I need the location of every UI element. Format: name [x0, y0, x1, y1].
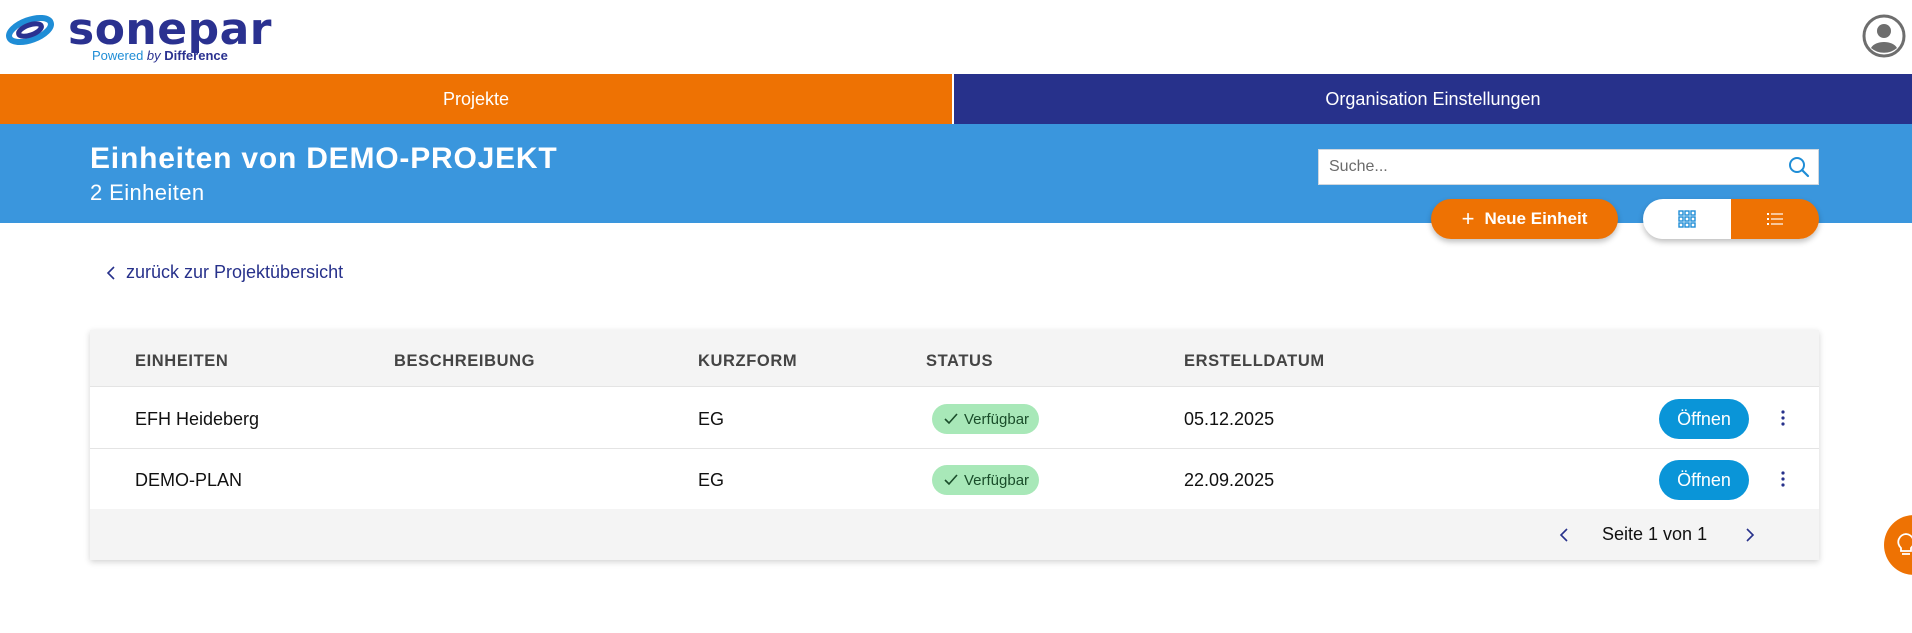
sonepar-logo[interactable]: sonepar Powered by Difference [4, 4, 271, 66]
table-pagination: Seite 1 von 1 [90, 509, 1819, 560]
logo-swirl-icon [6, 14, 54, 46]
check-icon [944, 413, 958, 425]
lightbulb-icon [1897, 533, 1912, 555]
page-header-band: Einheiten von DEMO-PROJEKT 2 Einheiten [0, 124, 1912, 223]
column-header-status[interactable]: STATUS [926, 352, 994, 370]
unit-short: EG [698, 409, 725, 429]
unit-name: EFH Heideberg [135, 409, 260, 429]
back-link-label: zurück zur Projektübersicht [126, 262, 344, 282]
logo-tagline: Powered by Difference [92, 48, 228, 63]
page-title: Einheiten von DEMO-PROJEKT [90, 142, 558, 175]
unit-date: 05.12.2025 [1184, 409, 1275, 429]
user-avatar-icon[interactable] [1862, 14, 1906, 58]
chevron-right-icon[interactable] [1740, 525, 1760, 545]
more-vert-icon[interactable] [1773, 469, 1793, 489]
units-table: EINHEITEN BESCHREIBUNG KURZFORM STATUS E… [90, 330, 1819, 560]
table-row[interactable]: EFH Heideberg EG Verfügbar 05.12.2025 Öf… [90, 388, 1819, 449]
status-label: Verfügbar [964, 410, 1030, 428]
grid-view-button[interactable] [1643, 199, 1731, 239]
main-nav: Projekte Organisation Einstellungen [0, 74, 1912, 124]
back-to-projects-link[interactable]: zurück zur Projektübersicht [106, 262, 343, 283]
new-unit-label: Neue Einheit [1484, 209, 1588, 228]
column-header-erstelldatum[interactable]: ERSTELLDATUM [1184, 352, 1325, 370]
view-mode-toggle [1643, 199, 1819, 239]
list-view-icon [1767, 213, 1783, 225]
more-vert-icon[interactable] [1773, 408, 1793, 428]
status-badge: Verfügbar [932, 465, 1040, 495]
chevron-left-icon [106, 265, 115, 280]
open-button[interactable]: Öffnen [1659, 399, 1749, 439]
open-button[interactable]: Öffnen [1659, 460, 1749, 500]
help-fab[interactable] [1884, 515, 1912, 575]
table-row[interactable]: DEMO-PLAN EG Verfügbar 22.09.2025 Öffnen [90, 449, 1819, 510]
unit-date: 22.09.2025 [1184, 470, 1275, 490]
check-icon [944, 474, 958, 486]
page-indicator: Seite 1 von 1 [1602, 524, 1708, 544]
search-box [1318, 149, 1819, 185]
plus-icon: + [1461, 206, 1475, 231]
logo-wordmark: sonepar [68, 4, 272, 55]
tab-organisation-einstellungen[interactable]: Organisation Einstellungen [954, 74, 1912, 124]
unit-short: EG [698, 470, 725, 490]
column-header-kurzform[interactable]: KURZFORM [698, 352, 798, 370]
status-label: Verfügbar [964, 471, 1030, 489]
status-badge: Verfügbar [932, 404, 1040, 434]
top-header: sonepar Powered by Difference [0, 0, 1912, 74]
list-view-button[interactable] [1731, 199, 1819, 239]
page-subtitle: 2 Einheiten [90, 180, 205, 205]
chevron-left-icon[interactable] [1554, 525, 1574, 545]
column-header-beschreibung[interactable]: BESCHREIBUNG [394, 352, 536, 370]
unit-name: DEMO-PLAN [135, 470, 243, 490]
search-input[interactable] [1319, 150, 1779, 184]
search-icon[interactable] [1788, 156, 1810, 178]
table-header: EINHEITEN BESCHREIBUNG KURZFORM STATUS E… [90, 330, 1819, 387]
new-unit-button[interactable]: + Neue Einheit [1431, 199, 1618, 239]
tab-projekte[interactable]: Projekte [0, 74, 954, 124]
column-header-einheiten[interactable]: EINHEITEN [135, 352, 229, 370]
grid-view-icon [1678, 210, 1696, 228]
